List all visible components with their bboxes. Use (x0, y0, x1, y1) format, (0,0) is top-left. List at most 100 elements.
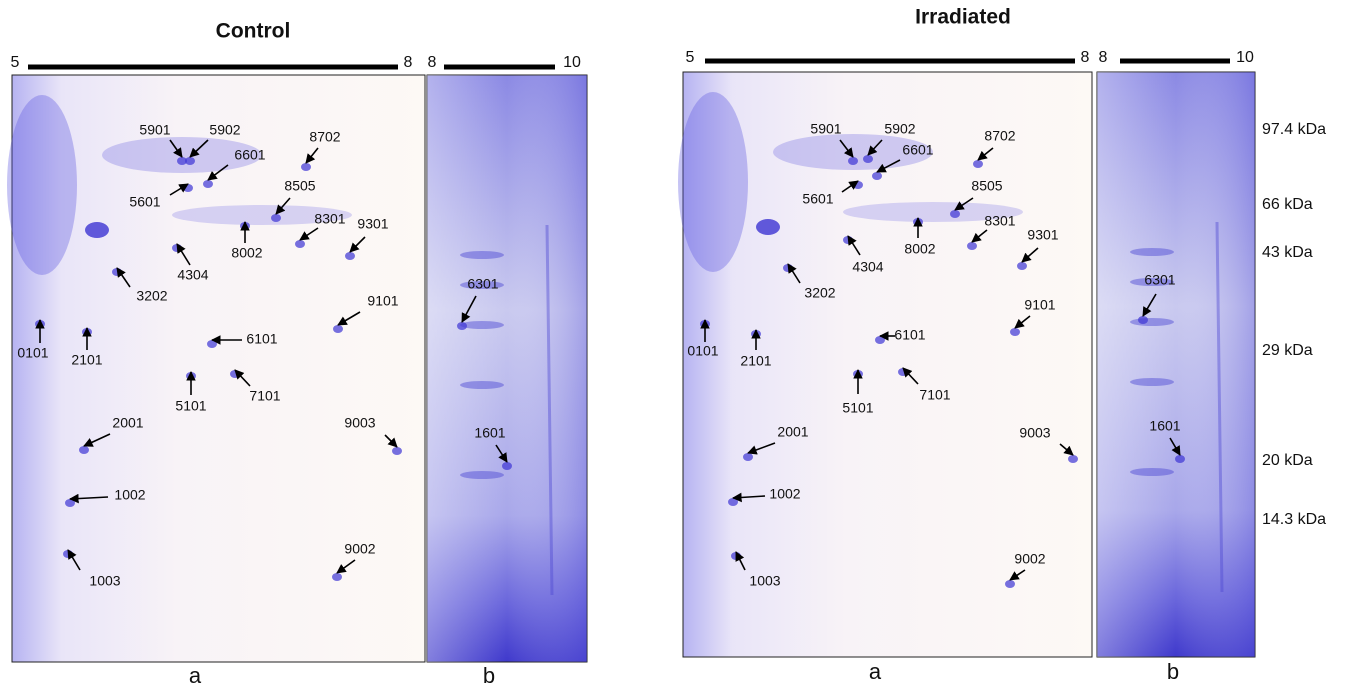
spot-arrow (299, 227, 319, 241)
protein-spot (502, 462, 512, 470)
spot-label: 5101 (175, 398, 206, 414)
spot-arrow (337, 311, 361, 326)
spot-arrow (349, 236, 366, 253)
protein-spot (853, 181, 863, 189)
spot-label: 8702 (984, 128, 1015, 144)
spot-label: 5901 (139, 122, 170, 138)
spot-arrow (336, 559, 356, 574)
spot-label: 9002 (1014, 551, 1045, 567)
ph-label: 8 (428, 54, 437, 71)
mw-marker: 29 kDa (1262, 342, 1313, 359)
spot-label: 6101 (246, 331, 277, 347)
ph-label: 10 (1236, 49, 1254, 66)
spot-arrow (847, 235, 861, 256)
protein-spot (728, 498, 738, 506)
protein-spot (1005, 580, 1015, 588)
spot-label: 1601 (474, 425, 505, 441)
mw-marker: 43 kDa (1262, 244, 1313, 261)
spot-arrow (234, 369, 251, 387)
gel-band (460, 251, 504, 259)
protein-spot (1010, 328, 1020, 336)
spot-label: 9003 (344, 415, 375, 431)
spot-arrow (971, 229, 988, 243)
spot-arrow (841, 180, 859, 193)
protein-spot (1017, 262, 1027, 270)
spot-label: 2001 (777, 424, 808, 440)
spot-arrow (747, 442, 776, 455)
protein-spot (332, 573, 342, 581)
spot-label: 8002 (904, 241, 935, 257)
ph-label: 10 (563, 54, 581, 71)
protein-spot (743, 453, 753, 461)
protein-spot (950, 210, 960, 218)
spot-arrow (169, 183, 189, 196)
protein-spot (333, 325, 343, 333)
spot-label: 1003 (749, 573, 780, 589)
spot-label: 5901 (810, 121, 841, 137)
gel-band (460, 321, 504, 329)
spot-arrow (189, 139, 209, 158)
spot-arrow (839, 139, 854, 158)
spot-label: 4304 (852, 259, 883, 275)
spot-label: 8301 (314, 211, 345, 227)
spot-label: 8505 (971, 178, 1002, 194)
spot-label: 6301 (467, 276, 498, 292)
mw-marker: 66 kDa (1262, 196, 1313, 213)
spot-arrow (305, 147, 319, 164)
protein-spot (967, 242, 977, 250)
panel-title: Control (216, 20, 291, 43)
gel-smear (843, 202, 1023, 222)
protein-spot (392, 447, 402, 455)
spot-label: 5601 (129, 194, 160, 210)
spot-arrow (977, 147, 994, 161)
gel-spot (756, 219, 780, 235)
spot-arrow (867, 139, 883, 156)
protein-spot (872, 172, 882, 180)
spot-label: 8505 (284, 178, 315, 194)
gel-b-shade (1097, 72, 1255, 657)
spot-label: 5101 (842, 400, 873, 416)
gel-spot (85, 222, 109, 238)
spot-arrow (207, 164, 229, 181)
ph-label: 8 (1081, 49, 1090, 66)
gel-band (1130, 248, 1174, 256)
spot-label: 9301 (357, 216, 388, 232)
mw-marker: 14.3 kDa (1262, 511, 1326, 528)
spot-label: 6601 (234, 147, 265, 163)
spot-label: 6601 (902, 142, 933, 158)
protein-spot (185, 157, 195, 165)
spot-label: 1601 (1149, 418, 1180, 434)
protein-spot (177, 157, 187, 165)
protein-spot (863, 155, 873, 163)
gel-smear (678, 92, 748, 272)
spot-arrow (1014, 315, 1031, 329)
protein-spot (345, 252, 355, 260)
protein-spot (875, 336, 885, 344)
spot-arrow (954, 197, 974, 211)
gel-band (1130, 378, 1174, 386)
spot-label: 3202 (136, 288, 167, 304)
spot-label: 8702 (309, 129, 340, 145)
spot-arrow (384, 434, 398, 448)
spot-arrow (732, 492, 766, 503)
ph-label: 5 (686, 49, 695, 66)
spot-label: 5902 (884, 121, 915, 137)
gel-lane-streak (545, 224, 554, 596)
spot-label: 0101 (687, 343, 718, 359)
spot-arrow (735, 551, 746, 571)
spot-label: 4304 (177, 267, 208, 283)
lane-label: b (1167, 659, 1179, 684)
spot-label: 3202 (804, 285, 835, 301)
spot-arrow (1059, 443, 1074, 456)
protein-spot (301, 163, 311, 171)
gel-band (460, 381, 504, 389)
protein-spot (1175, 455, 1185, 463)
protein-spot (1068, 455, 1078, 463)
ph-label: 5 (11, 54, 20, 71)
spot-label: 0101 (17, 345, 48, 361)
protein-spot (183, 184, 193, 192)
gel-band (1130, 468, 1174, 476)
spot-label: 8301 (984, 213, 1015, 229)
